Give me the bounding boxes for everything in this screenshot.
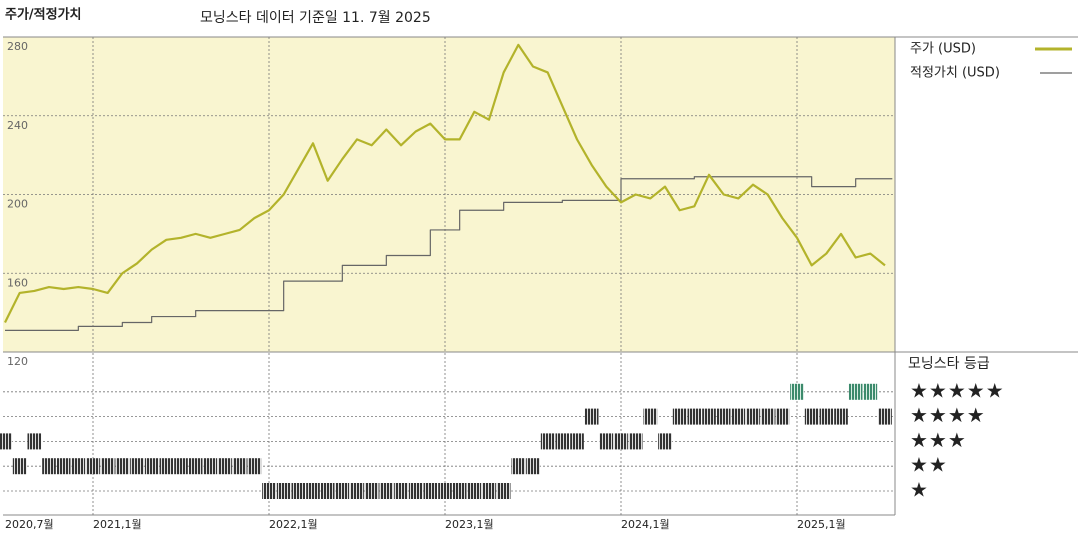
- rating-bar: [56, 458, 71, 475]
- rating-bar: [775, 408, 790, 425]
- rating-bar: [760, 408, 775, 425]
- rating-bar: [408, 483, 423, 499]
- y-tick-label: 120: [7, 355, 28, 368]
- rating-bar: [0, 433, 12, 450]
- rating-bar: [790, 383, 804, 400]
- rating-bar: [188, 458, 203, 475]
- rating-bar: [658, 433, 672, 450]
- rating-bar: [570, 433, 584, 450]
- rating-level-label: ★: [910, 478, 929, 502]
- rating-bar: [174, 458, 188, 475]
- rating-bar: [496, 483, 511, 499]
- rating-bar: [115, 458, 130, 475]
- rating-bar: [394, 483, 408, 499]
- rating-bar: [614, 433, 628, 450]
- layer: 120 160 200 240 280 2020,7월 2021,1월 2022,1월 2023…: [0, 37, 1072, 531]
- rating-bar: [482, 483, 496, 499]
- series-line: [4, 43, 886, 323]
- rating-bar: [746, 408, 760, 425]
- rating-bar: [863, 383, 878, 400]
- rating-bar: [218, 458, 232, 475]
- rating-bar: [628, 433, 643, 450]
- legend-label: 적정가치 (USD): [910, 66, 1000, 81]
- rating-bar: [276, 483, 291, 499]
- rating-level-label: ★★★: [910, 428, 967, 452]
- rating-bar: [350, 483, 364, 499]
- rating-bar: [42, 458, 56, 475]
- y-tick-label: 160: [7, 276, 28, 289]
- rating-bar: [423, 483, 438, 499]
- rating-bar: [130, 458, 144, 475]
- rating-bar: [291, 483, 306, 499]
- rating-bar: [834, 408, 848, 425]
- y-tick-label: 200: [7, 198, 28, 211]
- rating-bar: [320, 483, 335, 499]
- rating-bar: [584, 408, 599, 425]
- rating-bar: [100, 458, 115, 475]
- rating-level-label: ★★★★★: [910, 378, 1005, 402]
- rating-bar: [804, 408, 819, 425]
- rating-level-label: ★★★★: [910, 403, 986, 427]
- rating-bar: [511, 458, 526, 475]
- rating-bar: [335, 483, 350, 499]
- rating-bar: [247, 458, 262, 475]
- x-tick-label: 2025,1월: [797, 518, 846, 531]
- rating-bar: [71, 458, 86, 475]
- rating-bar: [687, 408, 702, 425]
- rating-bar: [672, 408, 687, 425]
- x-tick-label: 2021,1월: [93, 518, 142, 531]
- x-tick-label: 2024,1월: [621, 518, 670, 531]
- rating-bar: [144, 458, 159, 475]
- rating-bar: [467, 483, 482, 499]
- series-line: [5, 176, 893, 331]
- rating-bar: [716, 408, 731, 425]
- rating-bar: [86, 458, 100, 475]
- y-tick-label: 280: [7, 40, 28, 53]
- rating-bar: [848, 383, 863, 400]
- rating-bar: [364, 483, 379, 499]
- x-tick-label: 2023,1월: [445, 518, 494, 531]
- rating-bar: [452, 483, 467, 499]
- y-tick-label: 240: [7, 119, 28, 132]
- rating-bar: [643, 408, 658, 425]
- page-title: 주가/적정가치: [5, 7, 82, 23]
- rating-bar: [702, 408, 716, 425]
- rating-bar: [159, 458, 174, 475]
- subtitle: 모닝스타 데이터 기준일 11. 7월 2025: [200, 10, 431, 26]
- rating-bar: [438, 483, 452, 499]
- x-tick-label: 2022,1월: [269, 518, 318, 531]
- rating-bar: [540, 433, 555, 450]
- rating-bar: [203, 458, 218, 475]
- rating-bar: [731, 408, 746, 425]
- rating-bar: [526, 458, 540, 475]
- x-tick-label: 2020,7월: [5, 518, 54, 531]
- rating-level-label: ★★: [910, 453, 948, 477]
- rating-bar: [12, 458, 27, 475]
- rating-bar: [27, 433, 42, 450]
- rating-title: 모닝스타 등급: [908, 356, 990, 372]
- rating-bar: [878, 408, 892, 425]
- rating-bar: [232, 458, 247, 475]
- rating-bar: [379, 483, 394, 499]
- rating-bar: [306, 483, 320, 499]
- rating-bar: [555, 433, 570, 450]
- rating-bar: [819, 408, 834, 425]
- rating-bar: [599, 433, 614, 450]
- rating-bar: [262, 483, 276, 499]
- legend-label: 주가 (USD): [910, 42, 976, 57]
